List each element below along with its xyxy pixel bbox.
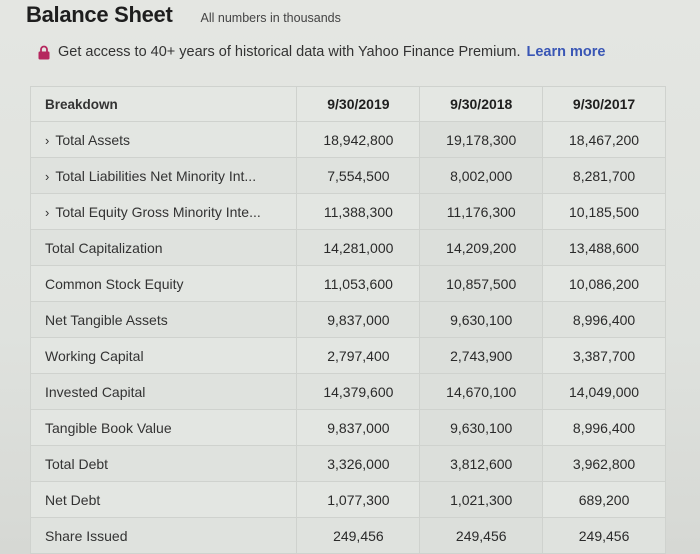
table-row: Share Issued 249,456 249,456 249,456 xyxy=(29,517,666,554)
row-label-cell: Net Tangible Assets xyxy=(29,301,298,338)
value-cell: 3,326,000 xyxy=(296,445,421,482)
table-body: › Total Assets 18,942,800 19,178,300 18,467,… xyxy=(29,121,666,554)
row-label-cell[interactable]: › Total Equity Gross Minority Inte... xyxy=(29,193,298,230)
page-title: Balance Sheet xyxy=(26,2,173,27)
chevron-right-icon[interactable]: › xyxy=(45,168,50,184)
value-cell: 19,178,300 xyxy=(419,121,544,158)
value-cell: 8,002,000 xyxy=(419,157,544,194)
value-cell: 2,797,400 xyxy=(296,337,421,374)
value-cell: 14,049,000 xyxy=(542,373,666,410)
chevron-right-icon[interactable]: › xyxy=(45,132,50,148)
value-cell: 18,942,800 xyxy=(296,121,421,158)
premium-promo: Get access to 40+ years of historical da… xyxy=(38,44,605,60)
value-cell: 249,456 xyxy=(419,517,544,554)
row-label-cell: Total Debt xyxy=(29,445,298,482)
row-label: Total Assets xyxy=(55,131,131,148)
value-cell: 8,996,400 xyxy=(542,301,666,338)
value-cell: 11,388,300 xyxy=(296,193,421,230)
row-label-cell: Invested Capital xyxy=(29,373,298,410)
value-cell: 14,379,600 xyxy=(296,373,421,410)
row-label: Net Tangible Assets xyxy=(45,311,168,328)
value-cell: 13,488,600 xyxy=(542,229,666,266)
value-cell: 9,837,000 xyxy=(296,409,421,446)
table-row: Net Tangible Assets 9,837,000 9,630,100 8,9… xyxy=(29,301,666,338)
table-row[interactable]: › Total Equity Gross Minority Inte... 11,3… xyxy=(29,193,666,230)
value-cell: 9,837,000 xyxy=(296,301,421,338)
value-cell: 1,077,300 xyxy=(296,481,421,518)
value-cell: 3,962,800 xyxy=(542,445,666,482)
row-label-cell: Total Capitalization xyxy=(29,229,298,266)
value-cell: 249,456 xyxy=(542,517,666,554)
row-label: Total Capitalization xyxy=(45,239,163,256)
value-cell: 2,743,900 xyxy=(419,337,544,374)
row-label: Total Equity Gross Minority Inte... xyxy=(55,203,261,220)
table-row: Common Stock Equity 11,053,600 10,857,500 1… xyxy=(29,265,666,302)
row-label: Working Capital xyxy=(45,347,144,364)
units-note: All numbers in thousands xyxy=(200,11,341,25)
value-cell: 11,053,600 xyxy=(296,265,421,302)
value-cell: 1,021,300 xyxy=(419,481,544,518)
balance-sheet-table: Breakdown 9/30/2019 9/30/2018 9/30/2017 … xyxy=(29,86,666,554)
value-cell: 11,176,300 xyxy=(419,193,544,230)
table-row: Net Debt 1,077,300 1,021,300 689,200 xyxy=(29,481,666,518)
value-cell: 9,630,100 xyxy=(419,301,544,338)
table-row[interactable]: › Total Liabilities Net Minority Int... 7,… xyxy=(29,157,666,194)
row-label: Net Debt xyxy=(45,491,101,508)
table-row: Working Capital 2,797,400 2,743,900 3,387,7… xyxy=(29,337,666,374)
column-header-date: 9/30/2019 xyxy=(296,86,421,122)
row-label: Tangible Book Value xyxy=(45,419,172,436)
value-cell: 14,209,200 xyxy=(419,229,544,266)
row-label: Share Issued xyxy=(45,527,128,544)
row-label: Total Debt xyxy=(45,455,109,472)
row-label-cell[interactable]: › Total Liabilities Net Minority Int... xyxy=(29,157,298,194)
promo-text: Get access to 40+ years of historical da… xyxy=(58,44,521,60)
value-cell: 3,387,700 xyxy=(542,337,666,374)
row-label-cell: Tangible Book Value xyxy=(29,409,298,446)
value-cell: 9,630,100 xyxy=(419,409,544,446)
row-label-cell: Working Capital xyxy=(29,337,298,374)
learn-more-link[interactable]: Learn more xyxy=(526,44,606,60)
value-cell: 8,996,400 xyxy=(542,409,666,446)
value-cell: 18,467,200 xyxy=(542,121,666,158)
value-cell: 689,200 xyxy=(542,481,666,518)
value-cell: 10,185,500 xyxy=(542,193,666,230)
row-label-cell: Net Debt xyxy=(29,481,298,518)
table-row: Total Capitalization 14,281,000 14,209,200… xyxy=(29,229,666,266)
value-cell: 14,670,100 xyxy=(419,373,544,410)
table-row: Tangible Book Value 9,837,000 9,630,100 8,9… xyxy=(29,409,666,446)
value-cell: 10,086,200 xyxy=(542,265,666,302)
value-cell: 7,554,500 xyxy=(296,157,421,194)
row-label-cell[interactable]: › Total Assets xyxy=(29,121,298,158)
value-cell: 8,281,700 xyxy=(542,157,666,194)
value-cell: 3,812,600 xyxy=(419,445,544,482)
value-cell: 14,281,000 xyxy=(296,229,421,266)
row-label: Invested Capital xyxy=(45,383,146,400)
lock-icon xyxy=(38,45,50,60)
chevron-right-icon[interactable]: › xyxy=(45,204,50,220)
column-header-breakdown: Breakdown xyxy=(29,86,298,122)
column-header-date: 9/30/2017 xyxy=(542,86,666,122)
column-header-date: 9/30/2018 xyxy=(419,86,544,122)
table-header-row: Breakdown 9/30/2019 9/30/2018 9/30/2017 xyxy=(29,86,666,122)
value-cell: 249,456 xyxy=(296,517,421,554)
table-row: Invested Capital 14,379,600 14,670,100 14,0… xyxy=(29,373,666,410)
row-label: Total Liabilities Net Minority Int... xyxy=(55,167,257,184)
page-header: Balance Sheet All numbers in thousands xyxy=(26,2,341,28)
table-row[interactable]: › Total Assets 18,942,800 19,178,300 18,467,… xyxy=(29,121,666,158)
row-label: Common Stock Equity xyxy=(45,275,184,292)
value-cell: 10,857,500 xyxy=(419,265,544,302)
table-row: Total Debt 3,326,000 3,812,600 3,962,800 xyxy=(29,445,666,482)
row-label-cell: Common Stock Equity xyxy=(29,265,298,302)
row-label-cell: Share Issued xyxy=(29,517,298,554)
